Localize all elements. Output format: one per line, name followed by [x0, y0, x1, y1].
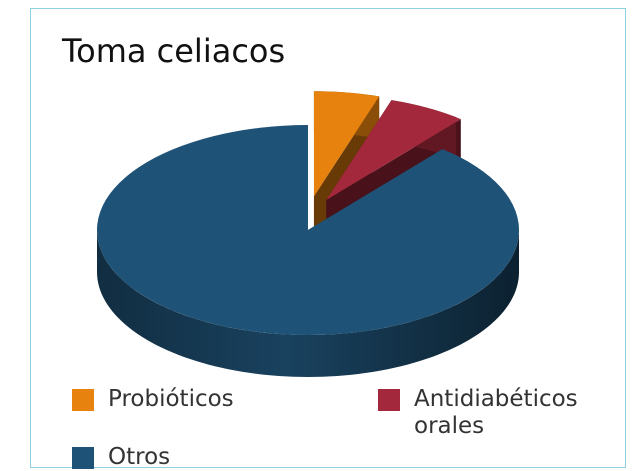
page: Toma celiacos Probióticos Antidiabéticos … [30, 8, 626, 470]
legend-swatch [72, 447, 94, 469]
pie-chart [96, 91, 520, 377]
legend-item: Probióticos [72, 386, 378, 440]
pie-slice [96, 125, 520, 377]
legend-label: Antidiabéticos orales [414, 386, 578, 439]
chart-title: Toma celiacos [62, 32, 286, 70]
legend-label: Probióticos [108, 386, 234, 412]
legend: Probióticos Antidiabéticos orales Otros [72, 386, 612, 471]
legend-label: Otros [108, 444, 171, 470]
slice-top [96, 125, 520, 335]
legend-swatch [378, 389, 400, 411]
legend-item: Antidiabéticos orales [378, 386, 608, 440]
slice-wall [97, 230, 519, 377]
legend-swatch [72, 389, 94, 411]
slice-top [326, 100, 461, 201]
slice-top [313, 91, 380, 197]
legend-item: Otros [72, 444, 378, 471]
